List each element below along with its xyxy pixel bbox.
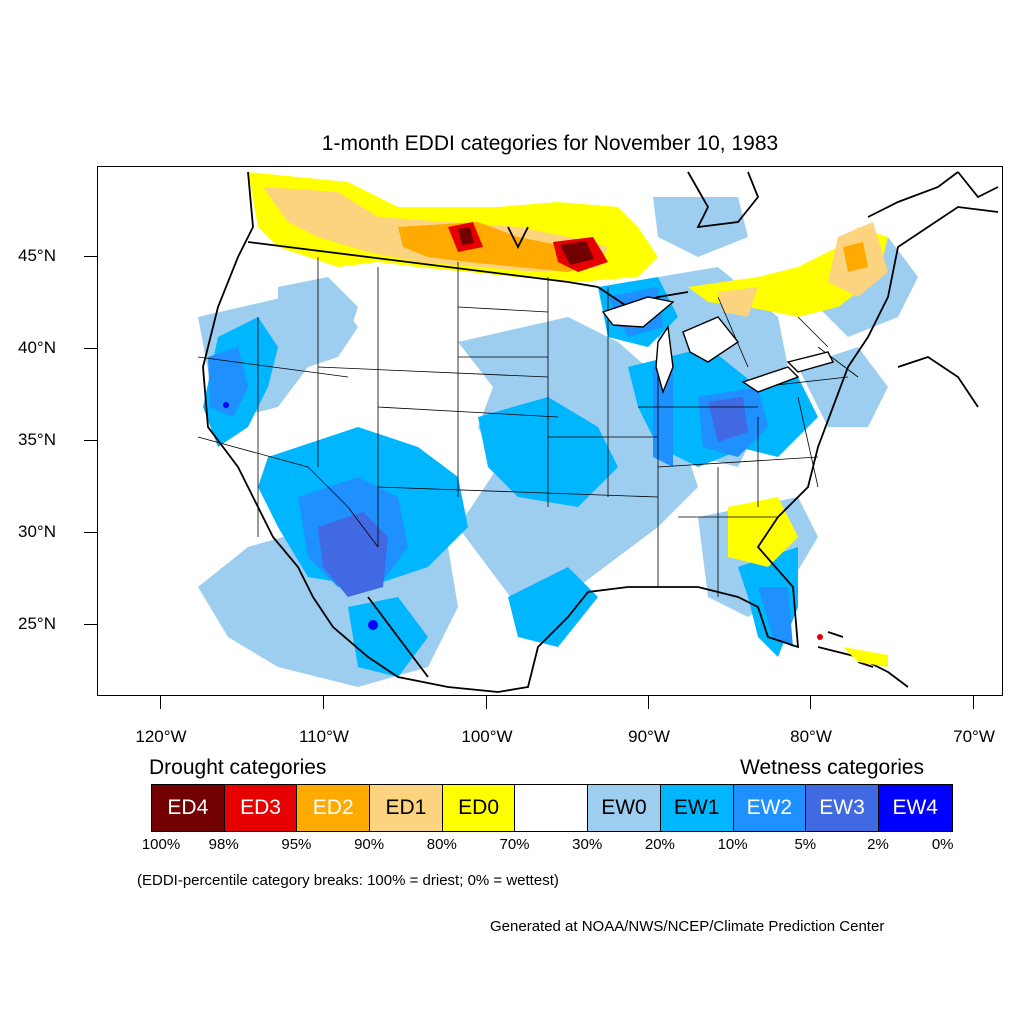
lon-label-80: 80°W bbox=[790, 727, 832, 746]
legend-box-ew4: EW4 bbox=[878, 785, 952, 831]
ed4-regions bbox=[458, 227, 594, 265]
legend-box-ed1: ED1 bbox=[370, 785, 443, 831]
lon-label-110: 110°W bbox=[299, 727, 349, 746]
percent-break-label: 98% bbox=[208, 836, 239, 853]
percent-break-label: 10% bbox=[717, 836, 748, 853]
lat-label-35: 35°N bbox=[18, 430, 56, 449]
lat-label-45: 45°N bbox=[18, 246, 56, 265]
percent-break-label: 2% bbox=[867, 836, 889, 853]
coastlines bbox=[202, 171, 999, 693]
legend-box-neutral bbox=[515, 785, 589, 831]
lat-label-30: 30°N bbox=[18, 522, 56, 541]
drought-heading: Drought categories bbox=[149, 756, 327, 779]
percent-break-label: 0% bbox=[931, 836, 954, 853]
ew3-regions bbox=[318, 302, 748, 597]
legend-box-ed3: ED3 bbox=[224, 785, 298, 831]
lat-tick bbox=[84, 256, 97, 258]
great-lakes bbox=[601, 296, 835, 395]
percent-break-label: 5% bbox=[794, 836, 817, 853]
lat-tick bbox=[84, 624, 97, 626]
legend-box-ed2: ED2 bbox=[297, 785, 371, 831]
percent-break-label: 100% bbox=[141, 836, 181, 853]
state-lines bbox=[197, 257, 859, 597]
lon-label-100: 100°W bbox=[461, 727, 513, 746]
lon-tick bbox=[648, 696, 650, 709]
lon-tick bbox=[810, 696, 812, 709]
percent-break-label: 70% bbox=[499, 836, 530, 853]
legend-box-ew1: EW1 bbox=[660, 785, 734, 831]
lon-tick bbox=[160, 696, 162, 709]
lon-tick bbox=[973, 696, 975, 709]
percent-break-label: 95% bbox=[281, 836, 312, 853]
percent-break-label: 80% bbox=[426, 836, 457, 853]
canada-coast bbox=[687, 171, 999, 408]
category-legend: ED4 ED3 ED2 ED1 ED0 EW0 EW1 EW2 EW3 EW4 bbox=[151, 784, 953, 832]
lon-label-90: 90°W bbox=[628, 727, 670, 746]
lon-label-70: 70°W bbox=[953, 727, 995, 746]
lat-tick bbox=[84, 532, 97, 534]
caribbean-dry bbox=[843, 647, 888, 667]
legend-box-ew3: EW3 bbox=[806, 785, 879, 831]
lat-tick bbox=[84, 348, 97, 350]
percent-break-label: 90% bbox=[354, 836, 385, 853]
percent-break-label: 30% bbox=[572, 836, 603, 853]
ed2-regions bbox=[398, 222, 868, 272]
legend-box-ew0: EW0 bbox=[588, 785, 661, 831]
lat-label-25: 25°N bbox=[18, 614, 56, 633]
eddi-map bbox=[197, 171, 999, 693]
percent-break-label: 20% bbox=[644, 836, 675, 853]
lat-tick bbox=[84, 440, 97, 442]
wetness-heading: Wetness categories bbox=[740, 756, 925, 779]
lon-label-120: 120°W bbox=[135, 727, 187, 746]
map-panel[interactable] bbox=[97, 166, 1003, 696]
legend-box-ew2: EW2 bbox=[733, 785, 807, 831]
lon-tick bbox=[486, 696, 488, 709]
legend-box-ed0: ED0 bbox=[442, 785, 516, 831]
lon-tick bbox=[323, 696, 325, 709]
map-title: 1-month EDDI categories for November 10,… bbox=[321, 132, 779, 155]
lat-label-40: 40°N bbox=[18, 338, 56, 357]
legend-box-ed4: ED4 bbox=[152, 785, 225, 831]
credit-line: Generated at NOAA/NWS/NCEP/Climate Predi… bbox=[490, 918, 885, 935]
category-note: (EDDI-percentile category breaks: 100% =… bbox=[137, 872, 559, 889]
